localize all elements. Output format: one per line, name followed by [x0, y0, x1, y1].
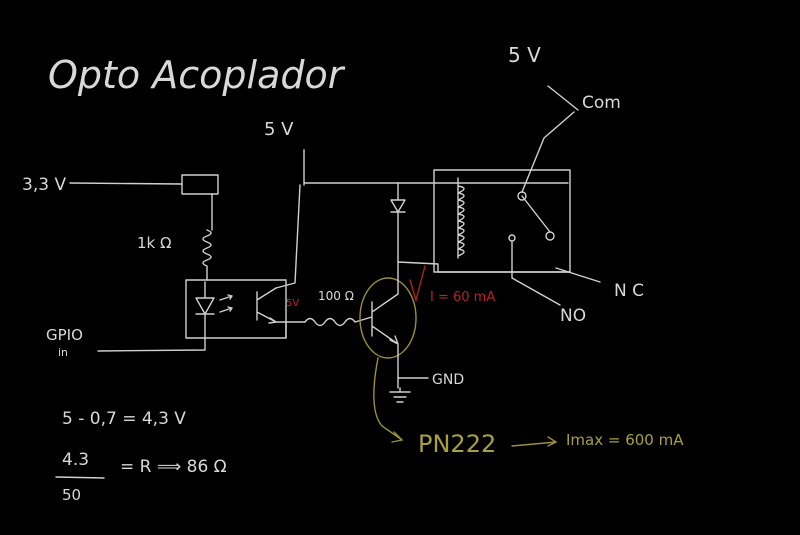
- relay-box: [433, 169, 571, 273]
- wire-no: [511, 241, 561, 306]
- transistor-body: [371, 261, 399, 389]
- label-3v3: 3,3 V: [22, 175, 66, 195]
- label-nc: N C: [614, 281, 644, 301]
- label-gpio: GPIO: [46, 326, 83, 344]
- relay-coil: [457, 177, 465, 259]
- optocoupler-box: [185, 279, 287, 339]
- equation-numerator: 4.3: [62, 450, 89, 470]
- flyback-diode: [390, 182, 406, 263]
- wire-5v-rail: [303, 149, 569, 186]
- label-imax: Imax = 600 mA: [566, 431, 684, 449]
- equation-denominator: 50: [62, 486, 81, 504]
- label-100r: 100 Ω: [318, 289, 354, 303]
- diagram-title: Opto Acoplador: [48, 53, 346, 97]
- resistor-1k: [202, 229, 212, 281]
- label-gnd: GND: [432, 372, 464, 388]
- wire-nc: [555, 267, 601, 283]
- label-5v-right: 5 V: [508, 43, 541, 67]
- wire-gpio: [97, 337, 206, 352]
- equation-line-1: 5 - 0,7 = 4,3 V: [62, 409, 186, 429]
- current-check: [409, 265, 426, 303]
- phototransistor: [256, 287, 277, 324]
- led-diode: [195, 281, 215, 339]
- relay-contact-no: [508, 234, 516, 242]
- resistor-100: [304, 316, 373, 327]
- fraction-bar: [55, 476, 105, 479]
- label-com: Com: [582, 93, 621, 113]
- led-light-arrows: [219, 294, 233, 313]
- label-gpio-sub: in: [58, 346, 68, 359]
- ground-symbol: [389, 377, 429, 403]
- label-no: NO: [560, 306, 586, 326]
- arrow-to-part: [373, 357, 404, 443]
- arrow-to-imax: [511, 436, 558, 447]
- transistor-circle: [359, 277, 417, 359]
- wire-com: [521, 111, 575, 193]
- relay-contact-nc: [545, 231, 555, 241]
- label-1k: 1k Ω: [137, 234, 171, 252]
- label-current: I = 60 mA: [430, 290, 495, 305]
- label-transistor: PN222: [418, 430, 496, 458]
- equation-result: = R ⟹ 86 Ω: [120, 457, 227, 477]
- wire-5v-right: [547, 85, 579, 111]
- relay-switch: [521, 195, 551, 233]
- wire-5v-to-opto: [275, 184, 301, 289]
- wire-3v3: [69, 182, 183, 185]
- header-pin: [181, 174, 219, 195]
- label-5v-top: 5 V: [264, 119, 294, 140]
- label-5v-pin: 5V: [286, 298, 299, 309]
